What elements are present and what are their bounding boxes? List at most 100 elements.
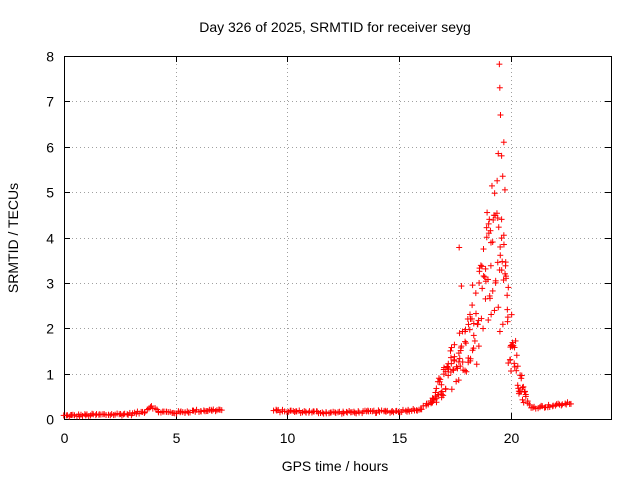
data-point xyxy=(486,292,493,299)
data-point xyxy=(487,262,494,269)
data-point xyxy=(496,84,503,91)
data-point xyxy=(558,402,565,409)
data-point xyxy=(410,405,417,412)
data-point xyxy=(498,267,505,274)
data-point xyxy=(428,400,435,407)
data-point xyxy=(356,409,363,416)
data-point xyxy=(148,403,155,410)
data-point xyxy=(529,404,536,411)
data-point xyxy=(457,363,464,370)
data-point xyxy=(468,315,475,322)
data-point xyxy=(498,152,505,159)
y-tick-label: 6 xyxy=(46,140,54,156)
data-point xyxy=(514,382,521,389)
data-point xyxy=(448,344,455,351)
data-point xyxy=(507,368,514,375)
data-point xyxy=(520,383,527,390)
data-point xyxy=(473,361,480,368)
ticks: 0 5 10 15 20 0 1 2 3 4 5 6 7 8 xyxy=(46,49,611,446)
data-point xyxy=(514,363,521,370)
data-point xyxy=(489,287,496,294)
y-tick-label: 5 xyxy=(46,185,54,201)
data-point xyxy=(482,295,489,302)
data-point xyxy=(450,367,457,374)
data-point xyxy=(496,328,503,335)
data-point xyxy=(430,396,437,403)
data-point xyxy=(488,311,495,318)
data-point xyxy=(472,310,479,317)
data-point xyxy=(513,352,520,359)
data-point xyxy=(442,386,449,393)
data-point xyxy=(492,277,499,284)
data-point xyxy=(509,339,516,346)
data-point xyxy=(273,407,280,414)
data-point xyxy=(481,274,488,281)
data-point xyxy=(463,368,470,375)
data-point xyxy=(200,407,207,414)
data-point xyxy=(518,372,525,379)
data-point xyxy=(451,353,458,360)
data-point xyxy=(184,408,191,415)
data-point xyxy=(506,356,513,363)
data-point xyxy=(456,244,463,251)
data-point xyxy=(480,272,487,279)
data-point xyxy=(479,285,486,292)
data-point xyxy=(466,326,473,333)
data-point xyxy=(495,150,502,157)
data-point xyxy=(459,359,466,366)
data-point xyxy=(500,232,507,239)
data-point xyxy=(498,216,505,223)
y-tick-label: 1 xyxy=(46,367,54,383)
data-point xyxy=(476,279,483,286)
data-point xyxy=(465,321,472,328)
data-point xyxy=(502,262,509,269)
y-tick-label: 8 xyxy=(46,49,54,65)
data-points xyxy=(60,61,574,420)
data-point xyxy=(335,409,342,416)
data-point xyxy=(471,337,478,344)
data-point xyxy=(458,343,465,350)
data-point xyxy=(433,395,440,402)
data-point xyxy=(340,410,347,417)
data-point xyxy=(456,355,463,362)
data-point xyxy=(438,381,445,388)
data-point xyxy=(437,376,444,383)
data-point xyxy=(472,290,479,297)
data-point xyxy=(483,234,490,241)
data-point xyxy=(497,243,504,250)
data-point xyxy=(521,388,528,395)
y-axis-label: SRMTID / TECUs xyxy=(5,183,21,293)
data-point xyxy=(497,111,504,118)
data-point xyxy=(218,407,225,414)
data-point xyxy=(433,385,440,392)
data-point xyxy=(521,388,528,395)
data-point xyxy=(462,367,469,374)
data-point xyxy=(470,332,477,339)
data-point xyxy=(555,400,562,407)
data-point xyxy=(418,406,425,413)
data-point xyxy=(458,283,465,290)
data-point xyxy=(447,354,454,361)
data-point xyxy=(494,177,501,184)
data-point xyxy=(485,220,492,227)
data-point xyxy=(478,263,485,270)
data-point xyxy=(425,401,432,408)
data-point xyxy=(518,375,525,382)
data-point xyxy=(511,360,518,367)
data-point xyxy=(435,375,442,382)
data-point xyxy=(477,262,484,269)
data-point xyxy=(519,396,526,403)
data-point xyxy=(504,314,511,321)
data-point xyxy=(487,227,494,234)
data-point xyxy=(474,321,481,328)
plot-frame xyxy=(64,56,612,420)
data-point xyxy=(508,311,515,318)
data-point xyxy=(491,307,498,314)
data-point xyxy=(485,317,492,324)
data-point xyxy=(124,411,131,418)
data-point xyxy=(447,347,454,354)
data-point xyxy=(567,400,574,407)
data-point xyxy=(503,275,510,282)
data-point xyxy=(497,252,504,259)
